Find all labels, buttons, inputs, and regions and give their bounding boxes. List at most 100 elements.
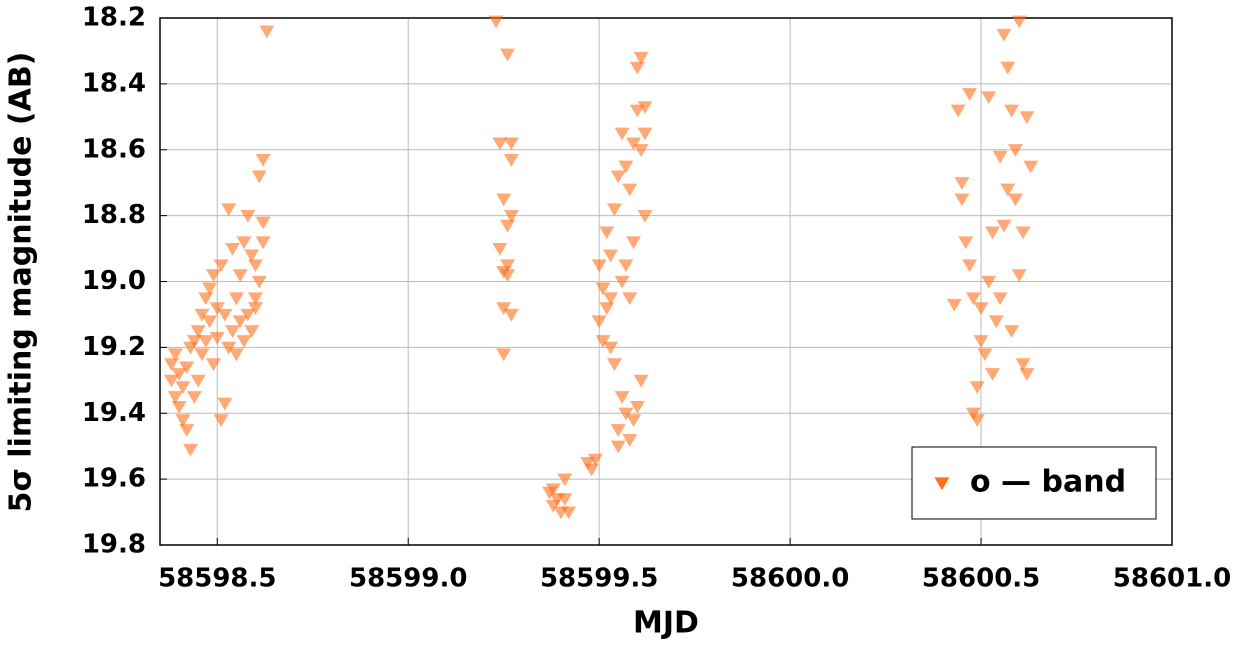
data-point	[175, 381, 191, 395]
data-point	[217, 397, 233, 411]
y-tick-label: 19.2	[82, 332, 146, 362]
data-point	[614, 127, 630, 141]
x-tick-label: 58598.5	[158, 564, 276, 594]
x-tick-label: 58599.0	[349, 564, 467, 594]
data-point	[228, 348, 244, 362]
y-tick-label: 18.4	[82, 68, 146, 98]
data-point	[1007, 193, 1023, 207]
x-tick-label: 58599.5	[540, 564, 658, 594]
data-point	[996, 28, 1012, 42]
data-point	[637, 101, 653, 115]
data-point	[969, 381, 985, 395]
x-tick-label: 58600.5	[922, 564, 1040, 594]
data-point	[958, 236, 974, 250]
data-point	[167, 348, 183, 362]
data-point	[496, 193, 512, 207]
y-tick-label: 19.6	[82, 464, 146, 494]
data-point	[614, 391, 630, 404]
data-point	[1000, 61, 1016, 75]
data-point	[1015, 226, 1031, 240]
data-point	[981, 275, 997, 289]
data-point	[492, 137, 508, 151]
data-point	[1019, 111, 1035, 124]
data-point	[247, 292, 263, 306]
data-point	[244, 325, 260, 339]
data-point	[163, 374, 179, 388]
data-point	[228, 292, 244, 306]
data-point	[965, 407, 981, 421]
data-point	[232, 269, 248, 283]
data-point	[954, 177, 970, 190]
data-point	[629, 104, 645, 118]
data-point	[603, 292, 619, 306]
data-point	[610, 440, 626, 454]
data-point	[599, 302, 615, 315]
data-point	[637, 127, 653, 141]
data-point	[213, 414, 229, 427]
data-point	[557, 493, 573, 507]
data-point	[255, 236, 271, 250]
data-point	[622, 292, 638, 306]
data-point	[236, 335, 252, 348]
data-point	[503, 210, 519, 223]
data-point	[503, 308, 519, 322]
data-point	[500, 219, 516, 233]
data-point	[965, 292, 981, 306]
data-point	[603, 249, 619, 263]
data-point	[175, 414, 191, 427]
data-point	[247, 302, 263, 315]
data-point	[186, 391, 202, 404]
data-point	[198, 292, 214, 306]
data-point	[492, 242, 508, 256]
data-point	[500, 48, 516, 62]
data-point	[626, 236, 642, 250]
data-point	[247, 259, 263, 273]
data-point	[259, 25, 275, 39]
data-point	[225, 242, 241, 256]
x-tick-label: 58601.0	[1113, 564, 1231, 594]
y-axis-label: 5σ limiting magnitude (AB)	[4, 52, 39, 513]
data-point	[1011, 269, 1027, 283]
data-point	[610, 170, 626, 184]
data-point	[1004, 104, 1020, 118]
data-point	[606, 203, 622, 217]
data-point	[599, 226, 615, 240]
data-point	[194, 308, 210, 322]
data-point	[973, 335, 989, 348]
data-point	[255, 216, 271, 230]
data-point	[179, 361, 195, 375]
data-point	[988, 315, 1004, 329]
data-point	[992, 292, 1008, 306]
data-point	[618, 160, 634, 174]
data-point	[622, 183, 638, 197]
data-point	[626, 414, 642, 427]
legend-box	[911, 446, 1157, 520]
data-point	[240, 308, 256, 322]
data-point	[973, 302, 989, 315]
data-point	[561, 506, 577, 520]
data-point	[580, 457, 596, 470]
data-point	[251, 170, 267, 184]
x-axis-label: MJD	[633, 606, 699, 641]
data-point	[962, 259, 978, 273]
data-point	[171, 368, 187, 381]
data-point	[186, 335, 202, 348]
data-point	[503, 154, 519, 167]
y-tick-label: 19.0	[82, 266, 146, 296]
plot-frame	[159, 17, 1173, 546]
data-point	[595, 335, 611, 348]
data-point	[610, 424, 626, 437]
data-point	[236, 236, 252, 250]
data-point	[637, 210, 653, 223]
data-point	[190, 374, 206, 388]
data-point	[622, 433, 638, 447]
data-point	[183, 443, 199, 457]
data-point	[205, 358, 221, 371]
data-point	[244, 249, 260, 263]
data-point	[167, 391, 183, 404]
data-point	[614, 275, 630, 289]
data-point	[606, 358, 622, 371]
data-point	[962, 88, 978, 101]
y-tick-label: 19.8	[82, 530, 146, 560]
